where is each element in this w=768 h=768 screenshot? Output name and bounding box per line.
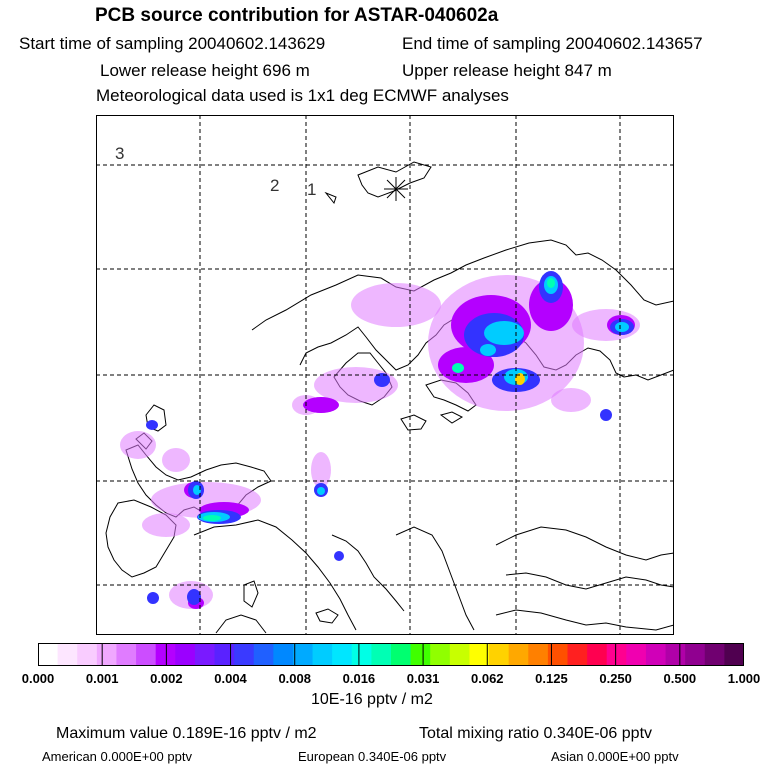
color-scale-cell [371,643,392,666]
color-scale-cell [175,643,196,666]
color-scale-cell [332,643,353,666]
plume-peak [515,373,525,385]
color-scale-tick-label: 0.500 [663,671,697,686]
european-contribution: European 0.340E-06 pptv [298,749,447,764]
color-scale-tick-label: 0.062 [470,671,504,686]
color-scale-cell [587,643,608,666]
color-scale-cell [253,643,274,666]
color-scale-cell [214,643,235,666]
color-scale-cell [430,643,451,666]
start-time: Start time of sampling 20040602.143629 [19,34,326,53]
graticule [96,115,674,635]
release-site-marker [384,177,408,201]
trajectory-marker-2: 2 [270,176,279,195]
color-scale-cell [645,643,667,666]
map-title: PCB source contribution for ASTAR-040602… [95,5,499,26]
color-scale-cell [38,643,59,666]
color-scale-cell [273,643,294,666]
maximum-value: Maximum value 0.189E-16 pptv / m2 [56,725,317,742]
plume-green [203,278,555,521]
color-scale-tick-label: 0.000 [21,671,55,686]
color-scale-bar [38,643,744,666]
trajectory-marker-3: 3 [115,144,124,163]
trajectory-marker-1: 1 [307,180,316,199]
met-data-note: Meteorological data used is 1x1 deg ECMW… [96,86,509,105]
color-scale-tick-label: 0.008 [278,671,311,686]
color-scale-cell [116,643,137,666]
color-scale-cell [665,643,686,666]
color-scale-cell [410,643,431,666]
color-scale-cell [528,643,549,666]
lower-release-height: Lower release height 696 m [100,61,310,80]
color-scale-cell [312,643,333,666]
color-scale-cell [155,643,176,666]
color-scale-units: 10E-16 pptv / m2 [311,691,433,708]
color-scale-cell [391,643,412,666]
color-scale-cell [292,643,314,666]
total-mixing-ratio: Total mixing ratio 0.340E-06 pptv [419,725,653,742]
color-scale-cell [77,643,98,666]
color-scale-tick-label: 0.031 [406,671,440,686]
color-scale-cell [449,643,471,666]
color-scale-tick-label: 1.000 [727,671,761,686]
color-scale-tick-label: 0.002 [150,671,183,686]
color-scale-tick-label: 0.004 [214,671,247,686]
upper-release-height: Upper release height 847 m [402,61,612,80]
color-scale-cell [685,643,706,666]
color-scale-cell [351,643,372,666]
color-scale-cell [704,643,725,666]
color-scale-cell [57,643,78,666]
color-scale-cell [567,643,588,666]
color-scale-tick-label: 0.250 [599,671,632,686]
color-scale-cell [489,643,510,666]
color-scale-cell [194,643,216,666]
color-scale-tick-label: 0.016 [342,671,376,686]
asian-contribution: Asian 0.000E+00 pptv [551,749,679,764]
color-scale-cell [724,643,744,666]
color-scale-cell [136,643,157,666]
color-scale-cell [96,643,118,666]
color-scale-cell [508,643,529,666]
color-scale-cell [626,643,647,666]
end-time: End time of sampling 20040602.143657 [402,34,703,53]
color-scale-cell [469,643,490,666]
color-scale-cell [606,643,627,666]
color-scale-tick-label: 0.125 [535,671,568,686]
map-panel: 3 2 1 [96,115,674,635]
american-contribution: American 0.000E+00 pptv [42,749,192,764]
color-scale-cell [547,643,569,666]
color-scale-cell [234,643,255,666]
color-scale-tick-label: 0.001 [85,671,119,686]
